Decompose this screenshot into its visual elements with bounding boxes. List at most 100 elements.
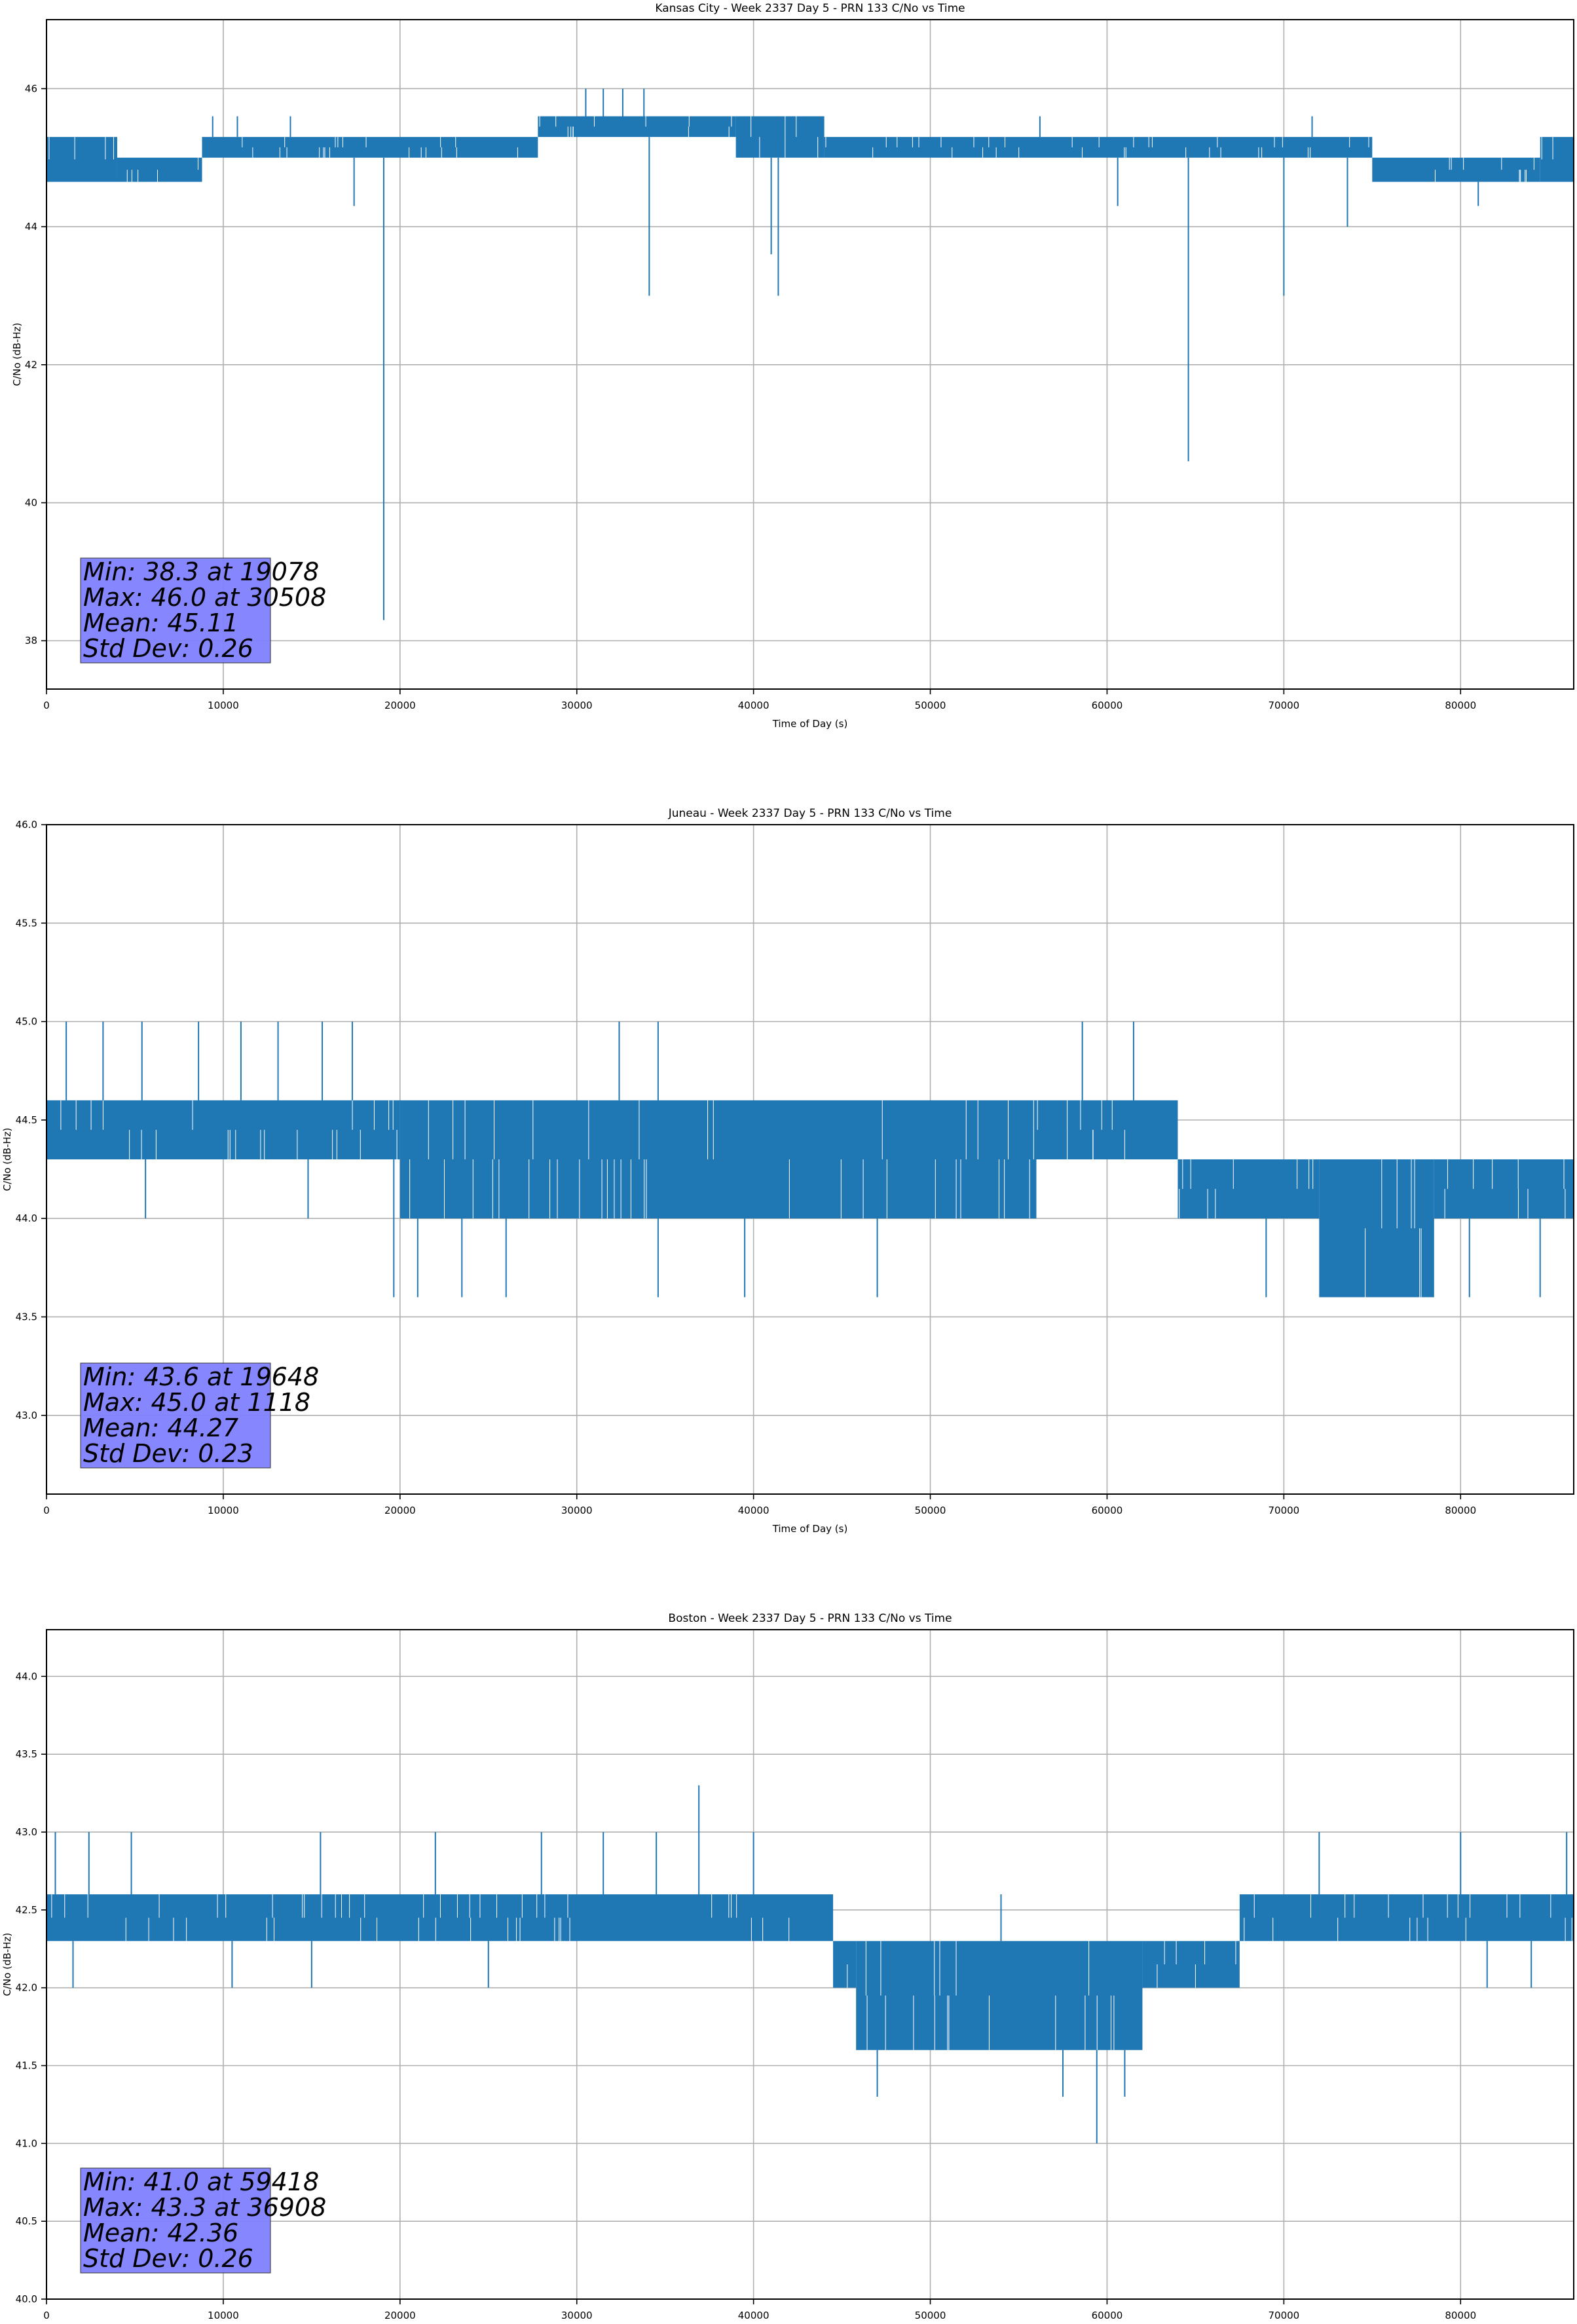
data-band	[1036, 1100, 1178, 1159]
chart-title: Juneau - Week 2337 Day 5 - PRN 133 C/No …	[668, 807, 952, 820]
x-tick-label: 80000	[1445, 2310, 1476, 2321]
y-tick-label: 42.5	[16, 1904, 37, 1916]
x-tick-label: 70000	[1268, 1505, 1299, 1516]
y-tick-label: 43.0	[16, 1826, 37, 1838]
series-cno	[46, 1021, 1574, 1298]
data-band	[1319, 1159, 1434, 1298]
x-tick-label: 80000	[1445, 1505, 1476, 1516]
x-tick-label: 0	[43, 2310, 50, 2321]
y-tick-label: 46.0	[16, 819, 37, 831]
y-tick-label: 44.5	[16, 1114, 37, 1126]
y-tick-label: 40.5	[16, 2215, 37, 2227]
x-tick-label: 10000	[208, 700, 239, 711]
y-tick-label: 44.0	[16, 1670, 37, 1682]
x-tick-label: 60000	[1092, 1505, 1123, 1516]
x-tick-label: 30000	[561, 2310, 593, 2321]
x-tick-label: 50000	[915, 2310, 946, 2321]
axes-frame	[46, 1629, 1574, 2300]
chart-panel-2: 0 10000 20000 30000 40000 50000 60000 70000 8000…	[1, 807, 1574, 1535]
x-tick-label: 60000	[1092, 2310, 1123, 2321]
x-tick-label: 50000	[915, 700, 946, 711]
stats-line: Max: 43.3 at 36908	[83, 2193, 326, 2222]
y-tick-label: 40	[25, 497, 37, 509]
x-tick-label: 0	[43, 1505, 50, 1516]
data-band	[824, 137, 1373, 158]
chart-title: Kansas City - Week 2337 Day 5 - PRN 133 …	[655, 2, 965, 15]
stats-line: Mean: 42.36	[83, 2219, 238, 2247]
x-tick-label: 40000	[738, 1505, 770, 1516]
data-band	[46, 1100, 400, 1159]
y-tick-label: 40.0	[16, 2293, 37, 2305]
x-tick-label: 30000	[561, 1505, 593, 1516]
y-tick-label: 43.5	[16, 1311, 37, 1322]
data-band	[46, 137, 117, 182]
data-band	[117, 157, 202, 182]
x-tick-label: 40000	[738, 700, 770, 711]
x-tick-label: 80000	[1445, 700, 1476, 711]
x-tick-label: 20000	[384, 700, 416, 711]
series-cno	[46, 1785, 1574, 2144]
y-tick-label: 41.0	[16, 2137, 37, 2149]
stats-line: Min: 38.3 at 19078	[83, 557, 319, 586]
x-tick-label: 10000	[208, 1505, 239, 1516]
stats-line: Max: 46.0 at 30508	[83, 583, 326, 612]
x-tick-label: 10000	[208, 2310, 239, 2321]
data-band	[1372, 157, 1540, 182]
stats-box	[80, 2167, 271, 2274]
y-tick-label: 45.0	[16, 1016, 37, 1028]
x-axis-label: Time of Day (s)	[772, 718, 848, 730]
data-band	[856, 1941, 1143, 2050]
y-tick-label: 43.0	[16, 1410, 37, 1421]
series-cno	[46, 88, 1574, 620]
y-tick-label: 38	[25, 635, 37, 647]
x-tick-label: 60000	[1092, 700, 1123, 711]
data-band	[1142, 1941, 1240, 1988]
y-axis-label: C/No (dB-Hz)	[1, 1128, 13, 1191]
data-band	[833, 1941, 857, 1988]
stats-box	[80, 1362, 271, 1469]
y-tick-label: 42.0	[16, 1982, 37, 1994]
x-tick-label: 20000	[384, 1505, 416, 1516]
x-tick-label: 70000	[1268, 2310, 1299, 2321]
chart-panel-1: 0 10000 20000 30000 40000 50000 60000 70000 8000…	[11, 2, 1574, 730]
y-tick-label: 42	[25, 359, 37, 371]
data-band	[1540, 137, 1574, 182]
x-tick-label: 40000	[738, 2310, 770, 2321]
y-tick-label: 41.5	[16, 2059, 37, 2071]
y-axis-label: C/No (dB-Hz)	[1, 1933, 13, 1996]
stats-line: Min: 43.6 at 19648	[83, 1362, 319, 1391]
stats-line: Mean: 44.27	[83, 1414, 238, 1442]
x-tick-label: 30000	[561, 700, 593, 711]
y-tick-label: 46	[25, 83, 37, 94]
stats-line: Std Dev: 0.26	[83, 2244, 253, 2273]
data-band	[735, 116, 825, 158]
y-tick-label: 43.5	[16, 1748, 37, 1760]
data-band	[202, 137, 538, 158]
data-band	[538, 116, 736, 138]
data-band	[46, 1894, 834, 1941]
axes-frame	[46, 19, 1574, 690]
data-band	[1434, 1159, 1574, 1219]
data-band	[399, 1100, 1037, 1219]
axes-frame	[46, 824, 1574, 1495]
data-band	[1178, 1159, 1320, 1219]
stats-line: Min: 41.0 at 59418	[83, 2167, 319, 2196]
x-tick-label: 70000	[1268, 700, 1299, 711]
stats-box	[80, 557, 271, 664]
stats-line: Std Dev: 0.26	[83, 634, 253, 663]
x-tick-label: 50000	[915, 1505, 946, 1516]
stats-line: Std Dev: 0.23	[83, 1439, 253, 1468]
x-tick-label: 20000	[384, 2310, 416, 2321]
y-tick-label: 44.0	[16, 1212, 37, 1224]
x-axis-label: Time of Day (s)	[772, 1523, 848, 1535]
chart-panel-3: 0 10000 20000 30000 40000 50000 60000 70000 8000…	[1, 1612, 1574, 2321]
data-band	[1239, 1894, 1574, 1941]
stats-line: Max: 45.0 at 1118	[83, 1388, 310, 1417]
chart-title: Boston - Week 2337 Day 5 - PRN 133 C/No …	[668, 1612, 952, 1625]
y-tick-label: 45.5	[16, 917, 37, 929]
stats-line: Mean: 45.11	[83, 609, 238, 637]
y-tick-label: 44	[25, 221, 37, 233]
x-tick-label: 0	[43, 700, 50, 711]
